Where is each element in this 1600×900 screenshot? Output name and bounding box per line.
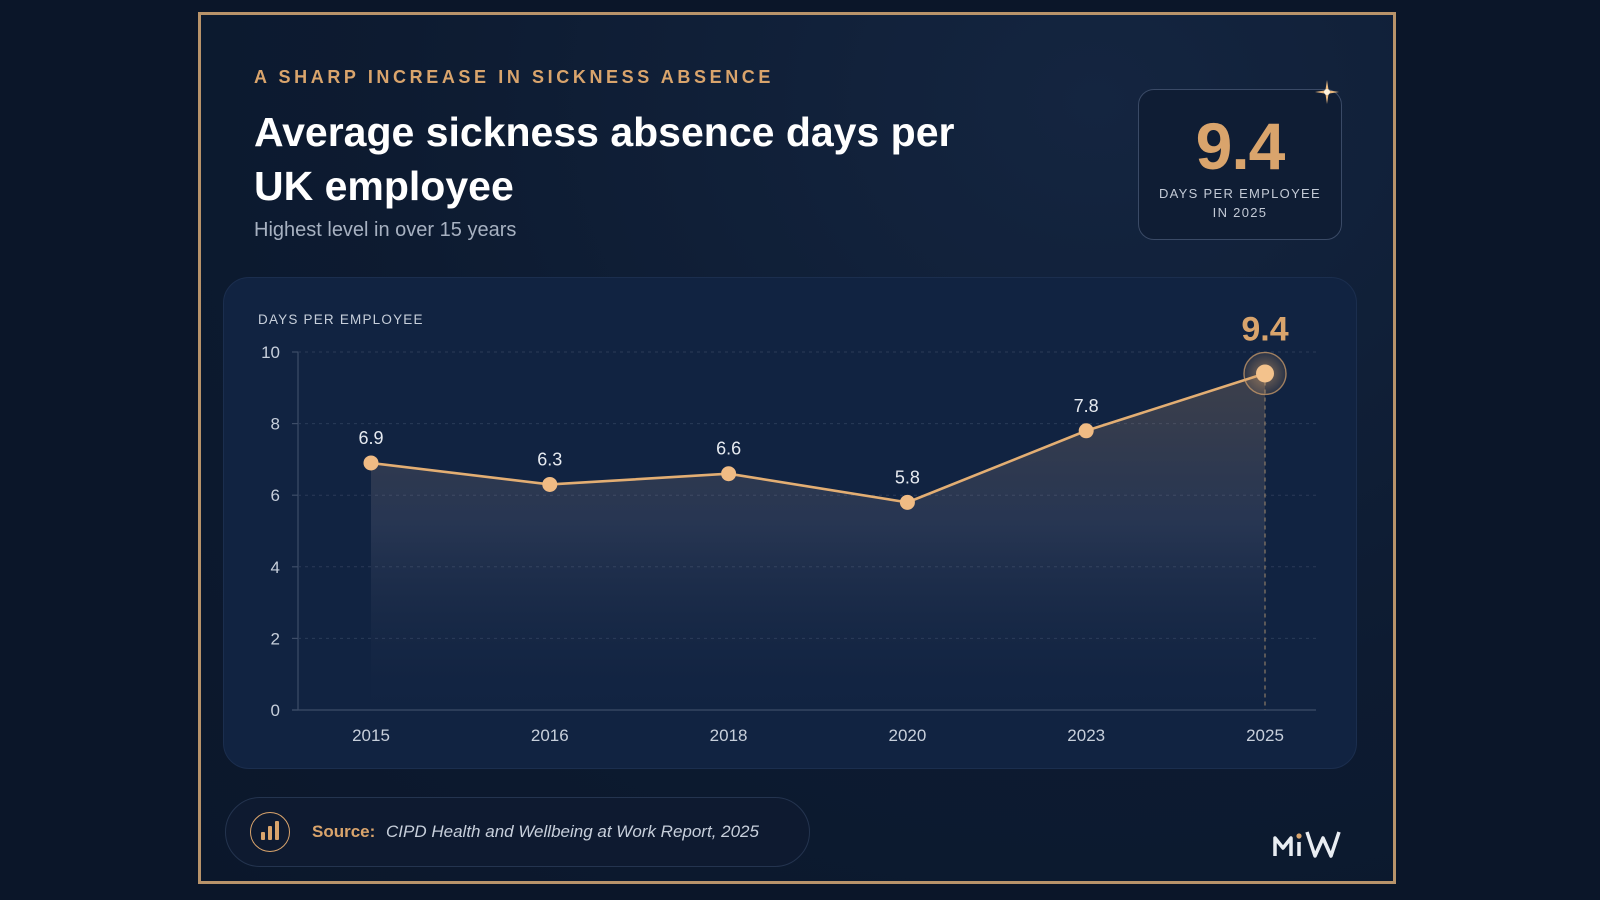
source-citation: Source: CIPD Health and Wellbeing at Wor… <box>312 822 759 842</box>
data-point <box>1078 423 1094 439</box>
x-tick-label: 2023 <box>1067 726 1105 745</box>
kpi-label: DAYS PER EMPLOYEE IN 2025 <box>1158 186 1321 220</box>
data-label: 5.8 <box>895 467 920 487</box>
data-label: 6.3 <box>537 449 562 469</box>
data-point <box>542 476 558 492</box>
eyebrow-text: A SHARP INCREASE IN SICKNESS ABSENCE <box>254 67 775 87</box>
source-label: Source: <box>312 822 376 841</box>
data-label: 7.8 <box>1074 396 1099 416</box>
page-subtitle: Highest level in over 15 years <box>254 219 517 241</box>
x-tick-label: 2015 <box>352 726 390 745</box>
data-point <box>721 466 737 482</box>
line-chart: DAYS PER EMPLOYEE 6.9 6.3 6.6 5.8 7.8 9.4 0 2 4… <box>258 310 1316 745</box>
x-tick-label: 2025 <box>1246 726 1284 745</box>
series-line-segment <box>1084 372 1267 433</box>
series-line-segment <box>727 472 909 504</box>
sparkle-icon <box>1315 80 1339 104</box>
y-axis-label: DAYS PER EMPLOYEE <box>258 312 424 327</box>
y-tick-label: 6 <box>271 486 280 505</box>
kpi-value: 9.4 <box>1195 109 1286 183</box>
y-tick-label: 0 <box>271 701 280 720</box>
data-label-highlight: 9.4 <box>1241 310 1288 348</box>
data-point <box>363 455 379 471</box>
y-tick-label: 4 <box>271 558 280 577</box>
data-point <box>899 494 915 510</box>
chart-panel: DAYS PER EMPLOYEE 6.9 6.3 6.6 5.8 7.8 9.4 0 2 4… <box>223 277 1357 769</box>
data-label: 6.6 <box>716 439 741 459</box>
bar-chart-icon <box>250 812 290 852</box>
y-tick-label: 2 <box>271 629 280 648</box>
series-line-segment <box>369 461 552 486</box>
kpi-card: 9.4 DAYS PER EMPLOYEE IN 2025 <box>1138 89 1342 240</box>
x-tick-label: 2016 <box>531 726 569 745</box>
source-pill: Source: CIPD Health and Wellbeing at Wor… <box>225 797 810 867</box>
series-line-segment <box>906 429 1088 504</box>
brand-logo <box>1273 831 1341 858</box>
area-fill <box>371 373 1265 710</box>
infographic-frame: A SHARP INCREASE IN SICKNESS ABSENCE Ave… <box>198 12 1396 884</box>
series-line-segment <box>548 472 730 486</box>
page-title: Average sickness absence days per UK emp… <box>254 109 955 209</box>
data-point <box>1256 364 1274 383</box>
x-tick-label: 2020 <box>888 726 926 745</box>
source-value: CIPD Health and Wellbeing at Work Report… <box>386 822 759 841</box>
y-tick-label: 8 <box>271 415 280 434</box>
x-tick-label: 2018 <box>710 726 748 745</box>
y-tick-label: 10 <box>261 343 280 362</box>
data-label: 6.9 <box>358 428 383 448</box>
